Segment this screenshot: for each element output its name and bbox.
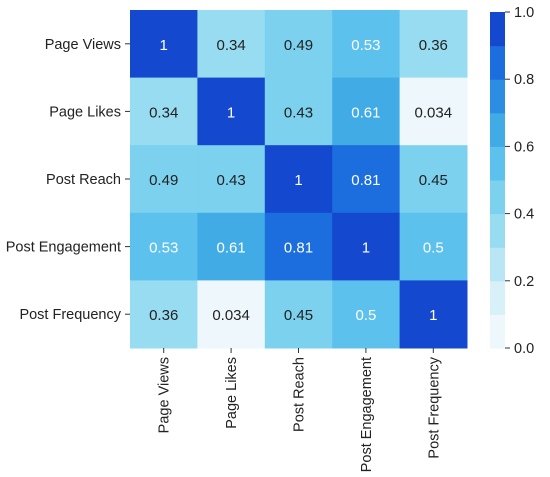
heatmap-cell xyxy=(399,212,468,281)
heatmap-cell xyxy=(332,10,401,79)
cell-value-label: 0.53 xyxy=(149,240,178,257)
y-tick-labels: Page Views Page Likes Post Reach Post Engag… xyxy=(6,37,130,323)
heatmap-cell xyxy=(264,10,333,79)
cell-value-label: 0.45 xyxy=(284,307,313,324)
cell-value-label: 0.61 xyxy=(216,240,245,257)
y-tick-label: Post Reach xyxy=(46,172,121,188)
y-tick-label: Post Frequency xyxy=(19,307,121,323)
x-tick-label: Post Engagement xyxy=(359,357,375,472)
heatmap-cell xyxy=(130,10,198,79)
cell-value-label: 0.034 xyxy=(415,104,453,121)
cell-value-label: 0.36 xyxy=(419,37,448,54)
x-tick-labels: Page Views Page Likes Post Reach Post Engag… xyxy=(157,348,442,472)
cell-value-label: 0.49 xyxy=(149,172,178,189)
heatmap-cell xyxy=(197,212,266,281)
cell-value-label: 0.5 xyxy=(355,307,376,324)
heatmap-cell xyxy=(130,145,198,214)
cell-value-label: 0.43 xyxy=(284,104,313,121)
heatmap-cells xyxy=(130,10,468,349)
colorbar-segment xyxy=(490,314,505,349)
heatmap-cell xyxy=(197,10,266,79)
colorbar-segment xyxy=(490,12,505,47)
y-tick-label: Post Engagement xyxy=(6,240,121,256)
cell-value-label: 0.49 xyxy=(284,37,313,54)
colorbar-segment xyxy=(490,45,505,80)
heatmap-cell-labels: 1 0.34 0.49 0.53 0.36 0.34 1 0.43 0.61 0.034 0.49 0… xyxy=(149,37,452,324)
heatmap-cell xyxy=(197,280,266,349)
colorbar-segment xyxy=(490,112,505,147)
cell-value-label: 1 xyxy=(429,307,437,324)
cell-value-label: 0.61 xyxy=(351,104,380,121)
cell-value-label: 1 xyxy=(227,104,235,121)
x-tick-label: Post Frequency xyxy=(426,356,442,458)
cell-value-label: 1 xyxy=(160,37,168,54)
x-tick-label: Post Reach xyxy=(292,357,308,432)
cell-value-label: 0.36 xyxy=(149,307,178,324)
colorbar-segment xyxy=(490,180,505,215)
cell-value-label: 1 xyxy=(362,240,370,257)
colorbar-tick-label: 0.8 xyxy=(514,72,534,88)
cell-value-label: 0.81 xyxy=(284,240,313,257)
colorbar: 0.0 0.2 0.4 0.6 0.8 1.0 xyxy=(490,5,534,357)
colorbar-tick-label: 1.0 xyxy=(514,5,534,21)
cell-value-label: 0.43 xyxy=(216,172,245,189)
heatmap-cell xyxy=(264,212,333,281)
heatmap-cell xyxy=(130,280,198,349)
colorbar-segment xyxy=(490,146,505,181)
heatmap-cell xyxy=(332,145,401,214)
colorbar-tick-label: 0.6 xyxy=(514,139,534,155)
y-tick-label: Page Likes xyxy=(49,104,121,120)
colorbar-tick-label: 0.0 xyxy=(514,341,534,357)
x-tick-label: Page Views xyxy=(157,357,173,433)
heatmap-cell xyxy=(332,77,401,146)
heatmap-cell xyxy=(399,77,468,146)
cell-value-label: 0.45 xyxy=(419,172,448,189)
heatmap-cell xyxy=(399,280,468,349)
x-tick-label: Page Likes xyxy=(224,357,240,429)
cell-value-label: 0.34 xyxy=(149,104,178,121)
heatmap-cell xyxy=(264,280,333,349)
heatmap-cell xyxy=(332,212,401,281)
cell-value-label: 1 xyxy=(294,172,302,189)
cell-value-label: 0.81 xyxy=(351,172,380,189)
colorbar-segment xyxy=(490,280,505,315)
colorbar-segment xyxy=(490,213,505,248)
heatmap-cell xyxy=(264,77,333,146)
cell-value-label: 0.5 xyxy=(423,240,444,257)
cell-value-label: 0.34 xyxy=(216,37,245,54)
heatmap-cell xyxy=(130,77,198,146)
colorbar-segment xyxy=(490,247,505,282)
cell-value-label: 0.53 xyxy=(351,37,380,54)
heatmap-cell xyxy=(130,212,198,281)
heatmap-cell xyxy=(399,145,468,214)
cell-value-label: 0.034 xyxy=(212,307,250,324)
heatmap-cell xyxy=(332,280,401,349)
heatmap-cell xyxy=(197,77,266,146)
colorbar-tick-label: 0.2 xyxy=(514,274,534,290)
y-tick-label: Page Views xyxy=(45,37,121,53)
heatmap-cell xyxy=(197,145,266,214)
heatmap-cell xyxy=(399,10,468,79)
heatmap-cell xyxy=(264,145,333,214)
colorbar-segment xyxy=(490,79,505,114)
colorbar-tick-label: 0.4 xyxy=(514,207,534,223)
